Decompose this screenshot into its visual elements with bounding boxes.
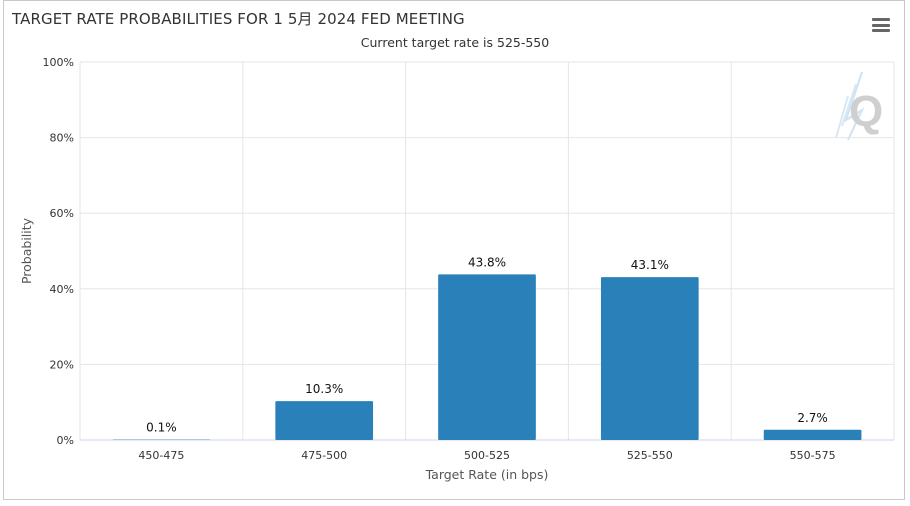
y-tick-label: 40%	[50, 283, 74, 296]
bars-group	[112, 274, 862, 440]
y-axis-title: Probability	[19, 217, 34, 284]
x-tick-label: 475-500	[301, 449, 347, 462]
data-label-500-525: 43.8%	[468, 255, 506, 269]
data-label-550-575: 2.7%	[797, 411, 828, 425]
svg-text:Q: Q	[849, 87, 883, 136]
x-tick-label: 550-575	[790, 449, 836, 462]
data-label-525-550: 43.1%	[631, 258, 669, 272]
y-tick-label: 60%	[50, 207, 74, 220]
bar-500-525[interactable]	[438, 274, 536, 440]
y-tick-label: 100%	[43, 56, 74, 69]
y-tick-label: 80%	[50, 132, 74, 145]
bar-550-575[interactable]	[763, 429, 862, 440]
x-axis-title: Target Rate (in bps)	[425, 467, 549, 482]
chart-title: TARGET RATE PROBABILITIES FOR 1 5月 2024 …	[12, 10, 465, 28]
y-tick-label: 0%	[57, 434, 74, 447]
q-logo-watermark: Q	[835, 71, 883, 141]
bar-475-500[interactable]	[275, 401, 374, 440]
x-tick-label: 500-525	[464, 449, 510, 462]
x-tick-label: 450-475	[138, 449, 184, 462]
x-tick-label: 525-550	[627, 449, 673, 462]
hamburger-menu-icon[interactable]	[872, 18, 890, 34]
chart-subtitle: Current target rate is 525-550	[360, 35, 550, 50]
data-label-475-500: 10.3%	[305, 382, 343, 396]
y-tick-label: 20%	[50, 358, 74, 371]
x-tick-labels: 450-475 475-500 500-525 525-550 550-575	[138, 449, 835, 462]
data-label-450-475: 0.1%	[146, 421, 177, 435]
y-tick-labels: 0% 20% 40% 60% 80% 100%	[43, 56, 74, 447]
data-labels-group: 0.1% 10.3% 43.8% 43.1% 2.7%	[146, 255, 828, 434]
bar-525-550[interactable]	[600, 277, 699, 440]
